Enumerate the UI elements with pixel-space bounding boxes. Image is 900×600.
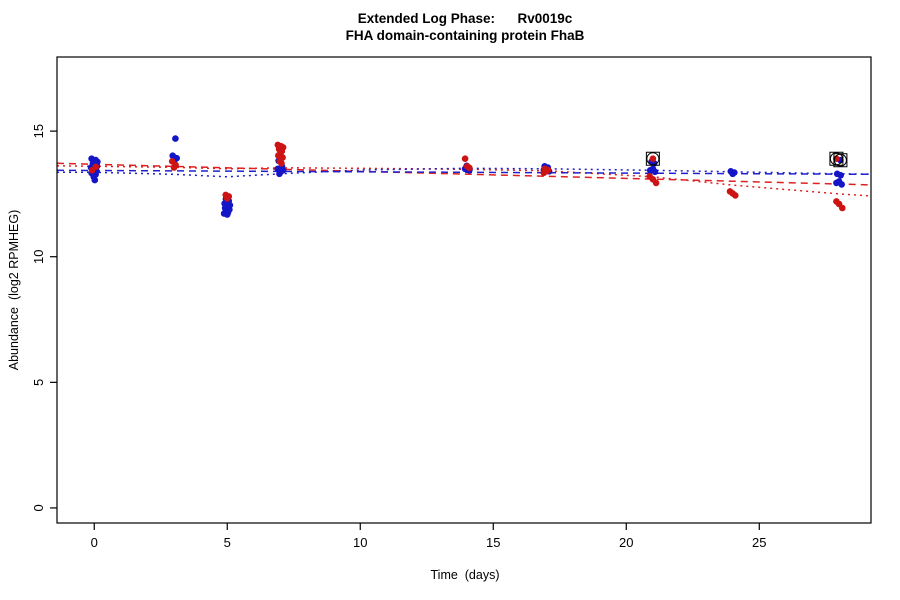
- data-point-red: [649, 155, 657, 162]
- data-point-red: [461, 155, 469, 162]
- data-point-blue: [172, 135, 179, 142]
- data-point-red: [540, 169, 548, 177]
- data-point-blue: [837, 172, 844, 179]
- data-point-blue: [729, 170, 736, 178]
- x-axis-label: Time (days): [430, 568, 500, 582]
- y-tick-label: 15: [31, 124, 46, 138]
- chart-title: Extended Log Phase: Rv0019c: [357, 11, 573, 26]
- x-tick-label: 10: [353, 535, 367, 550]
- data-point-blue: [838, 181, 845, 188]
- x-tick-label: 0: [91, 535, 98, 550]
- data-point-blue: [651, 168, 659, 176]
- data-point-red: [223, 195, 231, 202]
- data-point-blue: [276, 170, 283, 178]
- y-tick-label: 5: [31, 379, 46, 386]
- trend-line-red-linear: [56, 162, 872, 186]
- data-point-blue: [223, 211, 231, 218]
- x-tick-label: 15: [486, 535, 500, 550]
- trend-line-red-smooth: [56, 165, 872, 197]
- data-point-red: [278, 160, 285, 167]
- data-point-red: [839, 204, 846, 212]
- flag-square: [833, 153, 848, 168]
- data-point-red: [732, 192, 739, 199]
- data-point-red: [466, 164, 473, 172]
- data-point-blue: [833, 179, 840, 187]
- data-point-red: [170, 164, 178, 171]
- x-tick-label: 20: [619, 535, 633, 550]
- x-tick-label: 25: [752, 535, 766, 550]
- data-point-red: [652, 179, 660, 187]
- y-tick-label: 10: [31, 249, 46, 263]
- plot-box: [56, 56, 872, 524]
- y-tick-label: 0: [31, 504, 46, 511]
- x-tick-label: 5: [224, 535, 231, 550]
- trend-line-blue-smooth: [57, 167, 872, 178]
- flag-square: [645, 151, 660, 166]
- chart-subtitle: FHA domain-containing protein FhaB: [345, 28, 585, 43]
- data-point-blue: [91, 176, 99, 184]
- data-point-red: [88, 167, 96, 174]
